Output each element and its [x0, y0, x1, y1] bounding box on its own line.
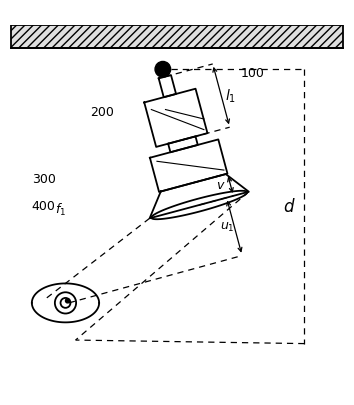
Circle shape [65, 299, 70, 303]
Text: $v$: $v$ [216, 179, 226, 192]
Text: $l_1$: $l_1$ [225, 87, 236, 105]
Text: $d$: $d$ [283, 198, 296, 216]
Circle shape [155, 62, 171, 78]
Bar [11, 26, 343, 49]
Text: 100: 100 [241, 67, 264, 80]
Text: 300: 300 [32, 173, 56, 186]
Text: 400: 400 [32, 200, 56, 213]
Text: $u_1$: $u_1$ [220, 221, 235, 234]
Text: $f_1$: $f_1$ [55, 202, 66, 217]
Text: 200: 200 [90, 106, 114, 119]
